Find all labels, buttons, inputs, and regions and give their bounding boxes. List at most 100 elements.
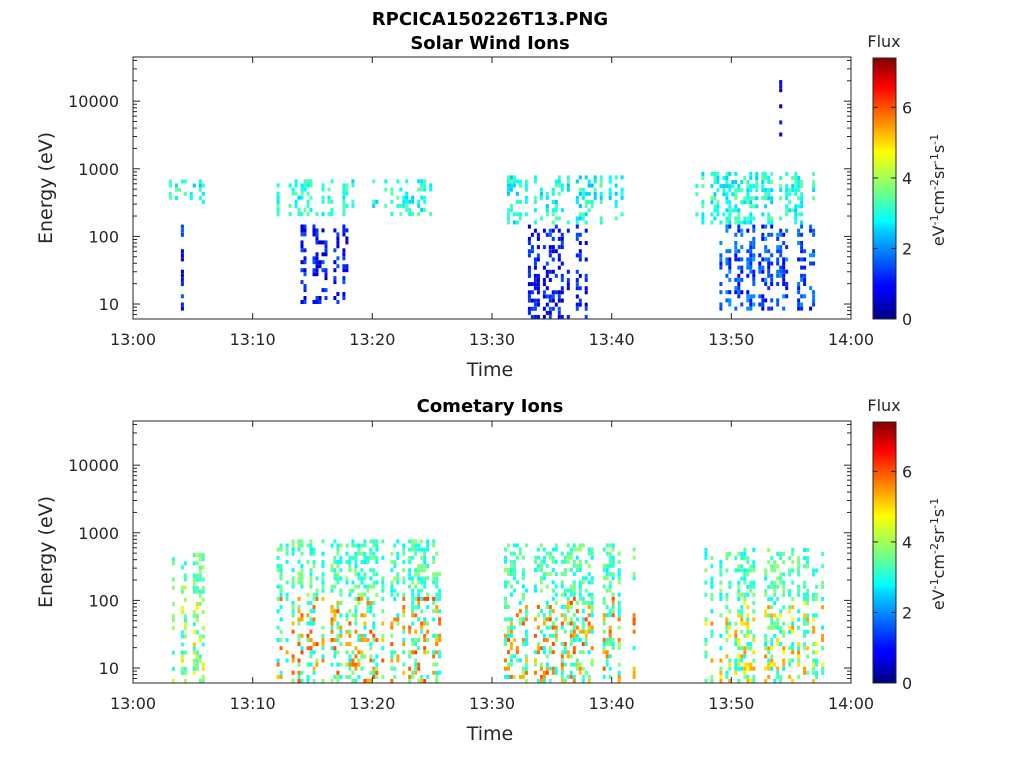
heatmap-cell	[180, 224, 184, 229]
heatmap-cell	[737, 564, 741, 569]
heatmap-cell	[770, 282, 774, 286]
heatmap-cell	[551, 269, 555, 274]
heatmap-cell	[740, 666, 744, 671]
heatmap-cell	[803, 273, 807, 278]
heatmap-cell	[740, 180, 744, 184]
heatmap-cell	[770, 196, 774, 201]
heatmap-cell	[411, 539, 415, 544]
heatmap-cell	[315, 576, 319, 581]
colorbar-tick-label: 2	[902, 603, 912, 622]
heatmap-cell	[806, 646, 810, 651]
heatmap-cell	[545, 625, 549, 630]
heatmap-cell	[584, 576, 588, 581]
heatmap-cell	[608, 175, 612, 180]
heatmap-cell	[737, 249, 741, 254]
heatmap-cell	[351, 543, 355, 548]
heatmap-cell	[342, 280, 346, 285]
heatmap-cell	[569, 605, 573, 609]
heatmap-cell	[581, 543, 585, 548]
heatmap-cell	[815, 662, 819, 667]
heatmap-cell	[351, 580, 355, 585]
heatmap-cell	[390, 588, 394, 593]
heatmap-cell	[734, 253, 738, 258]
heatmap-cell	[761, 269, 765, 274]
heatmap-cell	[788, 208, 792, 213]
heatmap-cell	[539, 576, 543, 581]
heatmap-cell	[507, 674, 510, 679]
heatmap-cell	[411, 621, 415, 626]
heatmap-cell	[363, 625, 367, 630]
heatmap-cell	[309, 207, 313, 212]
heatmap-cell	[521, 584, 525, 589]
heatmap-cell	[201, 565, 205, 570]
heatmap-cell	[384, 187, 388, 192]
heatmap-cell	[791, 679, 795, 683]
heatmap-cell	[725, 273, 729, 278]
heatmap-cell	[785, 245, 789, 250]
heatmap-cell	[806, 547, 810, 552]
heatmap-cell	[725, 216, 729, 221]
heatmap-cell	[791, 629, 795, 634]
heatmap-cell	[773, 564, 777, 569]
heatmap-cell	[542, 633, 546, 638]
heatmap-cell	[507, 662, 510, 667]
heatmap-cell	[740, 646, 744, 651]
heatmap-cell	[812, 592, 816, 597]
heatmap-cell	[710, 212, 714, 217]
heatmap-cell	[345, 187, 349, 192]
heatmap-cell	[749, 265, 753, 270]
heatmap-cell	[602, 674, 606, 679]
heatmap-cell	[788, 629, 792, 634]
heatmap-cell	[809, 306, 813, 311]
heatmap-cell	[276, 609, 280, 614]
heatmap-cell	[318, 264, 322, 269]
heatmap-cell	[198, 565, 202, 570]
heatmap-cell	[507, 629, 510, 634]
heatmap-cell	[773, 584, 777, 589]
heatmap-cell	[168, 179, 172, 184]
heatmap-cell	[719, 290, 723, 295]
heatmap-cell	[300, 650, 304, 655]
heatmap-cell	[578, 232, 582, 237]
heatmap-cell	[198, 187, 202, 192]
heatmap-cell	[749, 662, 753, 667]
heatmap-cell	[279, 617, 283, 622]
heatmap-cell	[809, 224, 813, 229]
heatmap-cell	[728, 171, 732, 176]
heatmap-cell	[704, 580, 708, 585]
heatmap-cell	[312, 228, 316, 233]
heatmap-cell	[743, 621, 747, 626]
heatmap-cell	[563, 588, 567, 593]
heatmap-cell	[291, 601, 295, 605]
heatmap-cell	[396, 592, 400, 597]
heatmap-cell	[602, 629, 606, 634]
heatmap-cell	[764, 654, 768, 659]
heatmap-cell	[426, 674, 430, 679]
heatmap-cell	[300, 646, 304, 651]
heatmap-cell	[321, 658, 325, 663]
heatmap-cell	[749, 568, 753, 573]
heatmap-cell	[195, 654, 199, 659]
heatmap-cell	[545, 551, 549, 556]
heatmap-cell	[300, 613, 304, 618]
heatmap-cell	[333, 280, 337, 285]
heatmap-cell	[408, 555, 412, 560]
heatmap-cell	[291, 658, 295, 663]
heatmap-cell	[737, 580, 741, 585]
heatmap-cell	[734, 621, 738, 626]
heatmap-cell	[324, 272, 328, 277]
heatmap-cell	[333, 617, 337, 622]
heatmap-cell	[402, 650, 406, 655]
heatmap-cell	[761, 277, 765, 282]
heatmap-cell	[563, 592, 567, 597]
heatmap-cell	[375, 555, 379, 560]
heatmap-cell	[354, 629, 358, 634]
heatmap-cell	[575, 220, 579, 225]
heatmap-cell	[357, 650, 361, 655]
heatmap-cell	[590, 609, 594, 614]
heatmap-cell	[800, 241, 804, 245]
heatmap-cell	[749, 241, 753, 245]
heatmap-cell	[533, 179, 537, 184]
heatmap-cell	[776, 642, 780, 647]
heatmap-cell	[195, 658, 199, 663]
